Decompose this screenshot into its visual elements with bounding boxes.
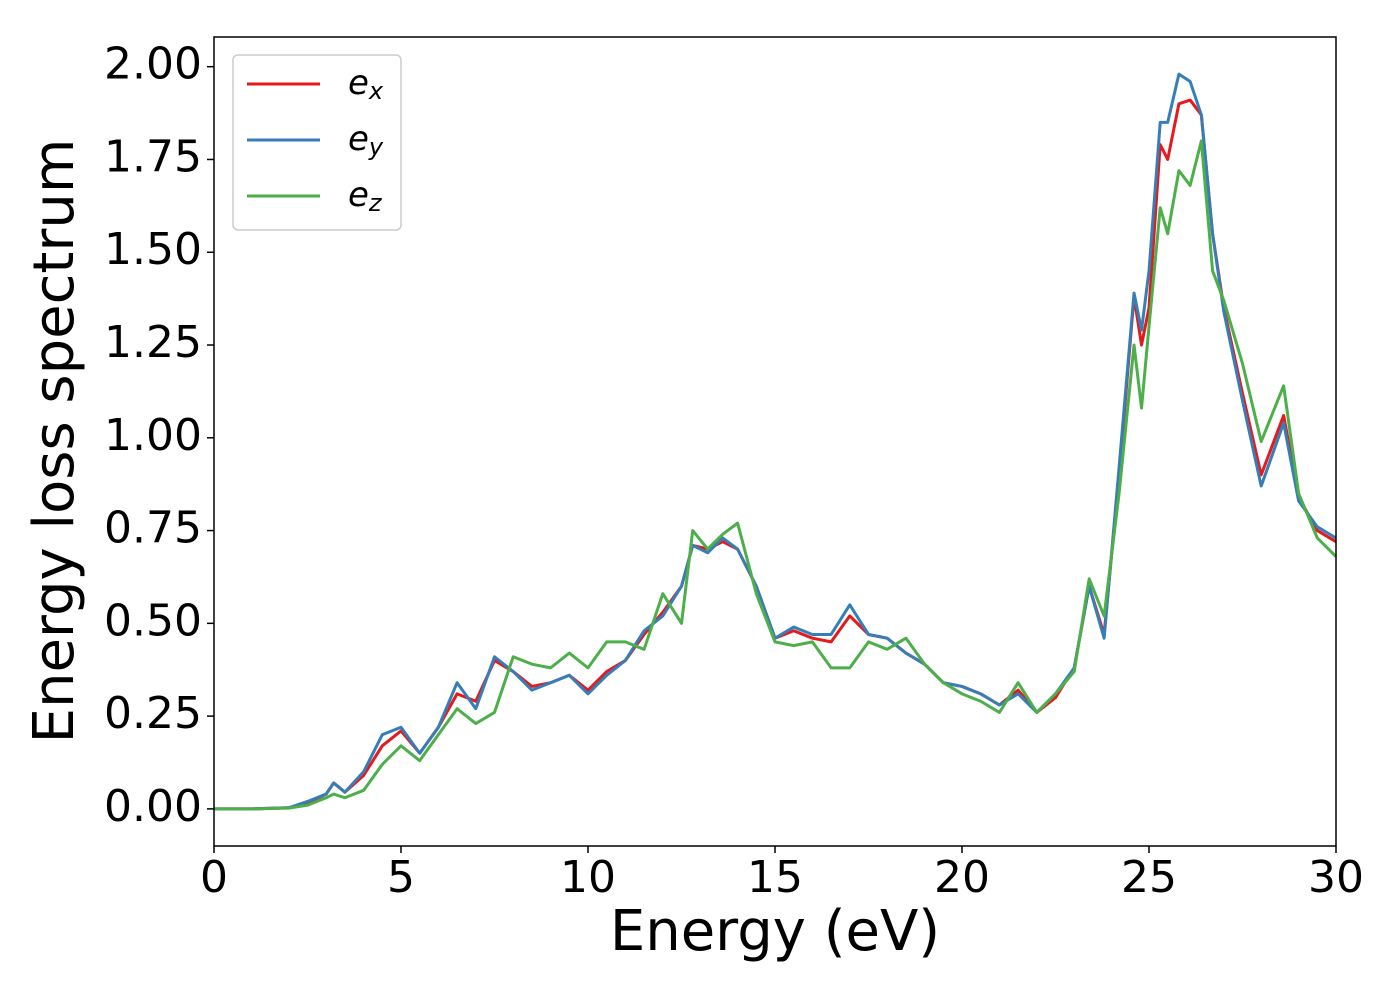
x-tick-label: 15 <box>747 852 803 903</box>
x-axis-label: Energy (eV) <box>610 899 940 964</box>
x-tick-label: 20 <box>934 852 990 903</box>
y-tick-label: 2.00 <box>104 39 202 90</box>
y-tick-label: 0.00 <box>104 781 202 832</box>
y-axis-label: Energy loss spectrum <box>22 139 87 744</box>
legend-label: ex <box>348 63 384 106</box>
y-tick-label: 0.75 <box>104 503 202 554</box>
series-line <box>214 139 1338 811</box>
y-tick-label: 0.25 <box>104 688 202 739</box>
series-line <box>214 72 1337 811</box>
y-tick-label: 0.50 <box>104 595 202 646</box>
legend-label: ey <box>348 119 384 162</box>
y-tick-label: 1.50 <box>104 224 202 275</box>
y-tick-label: 1.75 <box>104 131 202 182</box>
x-tick-label: 5 <box>387 852 415 903</box>
legend-box <box>232 54 402 231</box>
y-tick-label: 1.25 <box>104 317 202 368</box>
x-tick-label: 25 <box>1121 852 1177 903</box>
legend-label: ez <box>348 175 383 218</box>
x-tick-label: 10 <box>560 852 616 903</box>
x-tick-label: 0 <box>200 852 228 903</box>
x-tick-label: 30 <box>1308 852 1364 903</box>
y-tick-label: 1.00 <box>104 410 202 461</box>
plot-frame <box>213 36 1337 847</box>
